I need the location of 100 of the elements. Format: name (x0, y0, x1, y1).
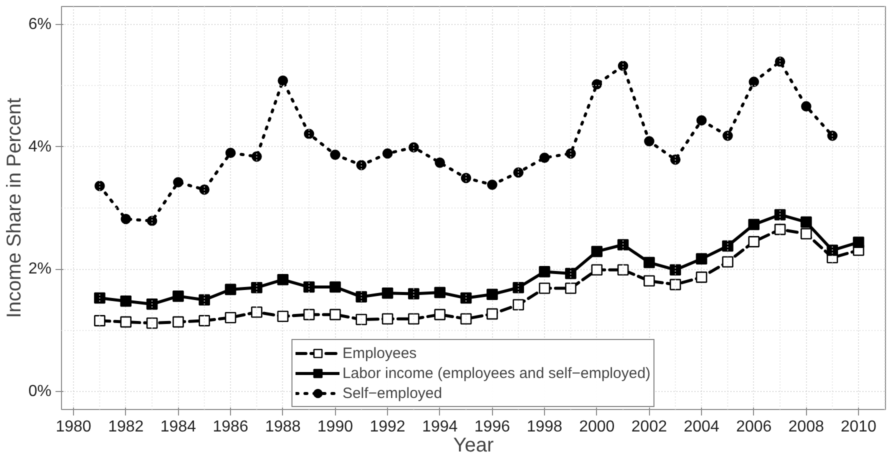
point (382, 313, 394, 325)
x-tick-label: 1982 (108, 418, 144, 436)
point (696, 115, 707, 126)
point (120, 295, 132, 307)
point (460, 292, 472, 304)
point (774, 56, 786, 67)
point (644, 275, 655, 287)
legend-label: Employees (342, 344, 417, 362)
point (826, 244, 838, 256)
point (146, 216, 158, 226)
point (696, 272, 708, 283)
point (356, 160, 367, 170)
point (618, 60, 628, 72)
y-tick-label: 4% (28, 138, 52, 156)
point (303, 308, 315, 320)
point (722, 130, 733, 141)
point (538, 282, 550, 294)
point (94, 180, 105, 192)
point (565, 268, 576, 280)
point (591, 246, 603, 258)
x-tick-label: 1980 (56, 418, 92, 436)
y-tick-label: 2% (28, 260, 52, 278)
point (146, 298, 158, 310)
point (748, 236, 760, 248)
point (251, 282, 262, 294)
x-tick-label: 1986 (212, 418, 248, 436)
point (722, 256, 734, 268)
x-tick-label: 1998 (526, 418, 562, 436)
point (696, 253, 708, 264)
point (565, 282, 576, 294)
point (252, 151, 262, 162)
point (800, 216, 812, 228)
point (486, 288, 498, 300)
point (172, 290, 184, 302)
point (486, 308, 498, 320)
point (591, 264, 603, 276)
point (487, 180, 498, 190)
point (800, 228, 812, 240)
point (539, 152, 550, 163)
point (460, 172, 472, 184)
point (382, 148, 393, 159)
point (852, 236, 864, 248)
x-tick-label: 1996 (474, 418, 510, 436)
point (434, 286, 446, 298)
point (592, 79, 602, 90)
point (512, 299, 524, 310)
point (617, 239, 629, 250)
point (199, 184, 210, 195)
point (251, 306, 262, 318)
point (382, 287, 394, 299)
point (513, 167, 524, 178)
point (512, 282, 524, 294)
point (224, 284, 236, 296)
point (173, 177, 184, 188)
point (120, 316, 132, 328)
point (670, 154, 681, 165)
x-tick-label: 1984 (160, 418, 196, 436)
point (356, 291, 368, 302)
point (120, 214, 132, 224)
point (644, 256, 655, 268)
point (330, 281, 341, 293)
point (198, 294, 210, 306)
point (277, 310, 289, 322)
point (330, 150, 340, 160)
x-tick-label: 1992 (370, 418, 406, 436)
x-tick-label: 1988 (265, 418, 301, 436)
y-tick-label: 6% (28, 16, 52, 33)
x-tick-label: 2010 (840, 418, 876, 436)
point (748, 76, 760, 87)
point (748, 218, 760, 230)
point (94, 292, 106, 304)
legend-label: Labor income (employees and self−employed) (342, 364, 651, 382)
point (434, 158, 446, 168)
point (408, 288, 420, 300)
point (94, 315, 106, 326)
point (670, 264, 682, 276)
point (146, 317, 158, 329)
point (198, 315, 210, 326)
point (278, 75, 288, 86)
point (801, 101, 812, 112)
point (774, 224, 786, 236)
point (670, 278, 682, 290)
x-tick-label: 1990 (317, 418, 354, 436)
x-tick-label: 2008 (788, 418, 824, 436)
legend-label: Self−employed (342, 384, 442, 402)
point (434, 308, 446, 320)
x-tick-label: 2002 (631, 418, 668, 436)
x-tick-label: 2004 (684, 418, 720, 436)
point (408, 142, 419, 153)
x-tick-label: 2000 (579, 418, 615, 436)
y-tick-label: 0% (28, 383, 52, 400)
point (224, 312, 236, 324)
y-axis-title: Income Share in Percent (3, 98, 26, 318)
point (566, 148, 576, 159)
point (617, 264, 629, 276)
point (774, 209, 786, 220)
point (304, 128, 314, 140)
point (172, 316, 184, 328)
point (460, 313, 472, 325)
point (303, 281, 315, 293)
